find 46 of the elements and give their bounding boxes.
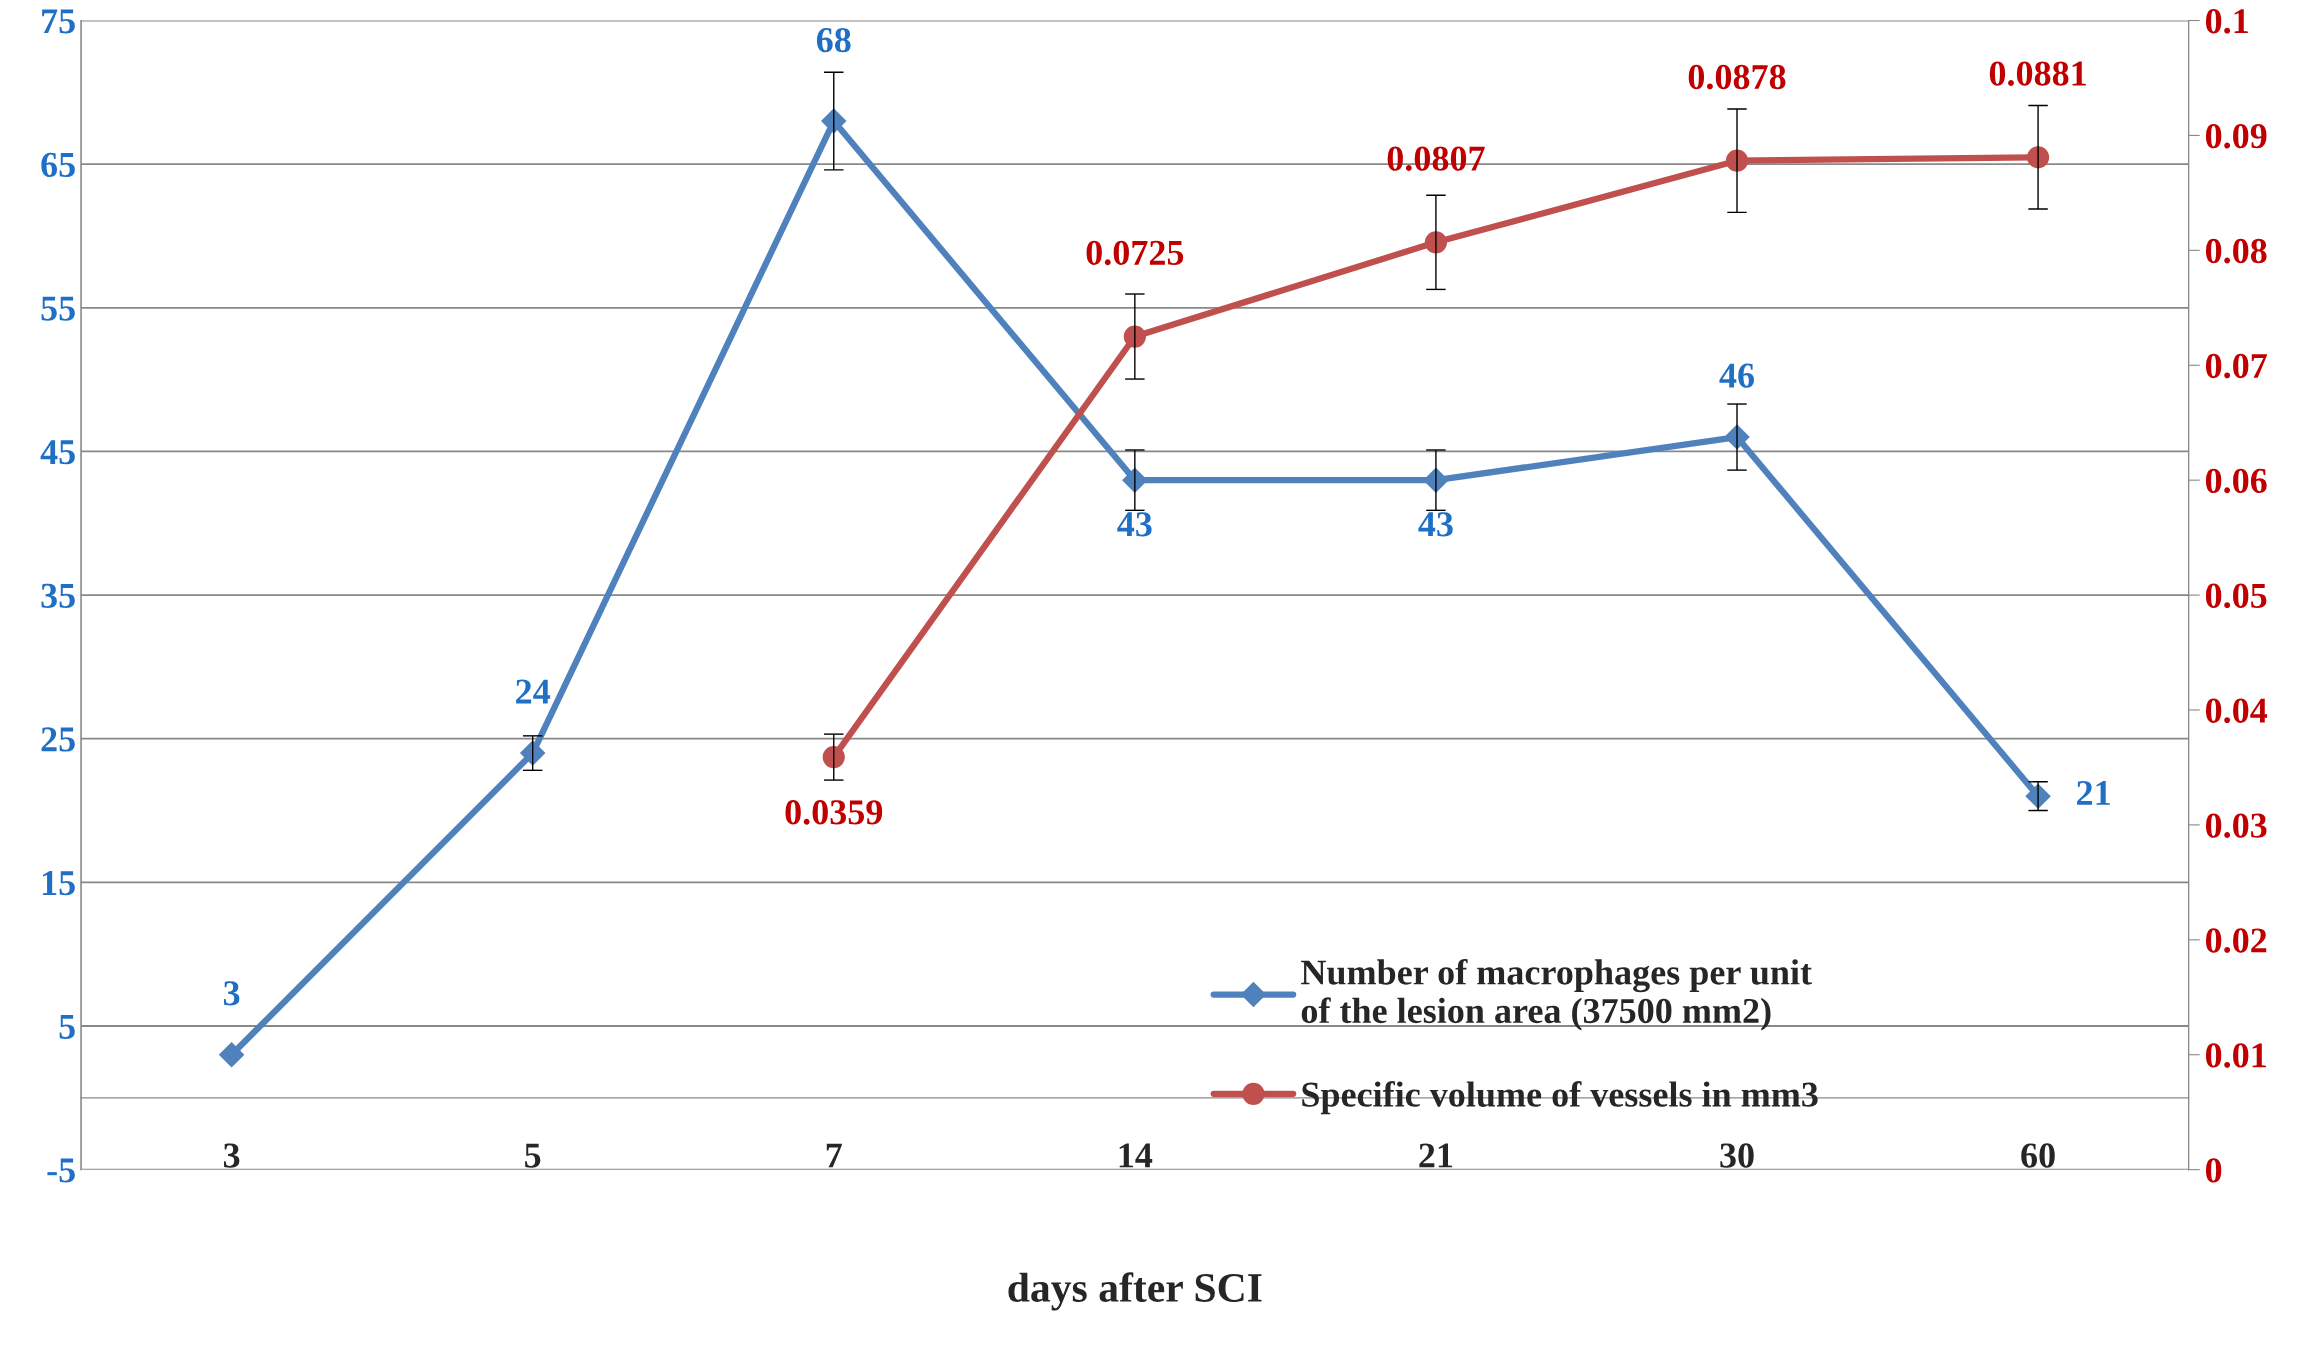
y2-tick-label: 0.06 <box>2205 468 2267 494</box>
y-tick-label: 45 <box>40 440 75 465</box>
y-tick-label: 55 <box>41 296 75 321</box>
legend-label: Number of macrophages per unit of the lesion area (37500 mm2) <box>1301 958 1812 1031</box>
x-tick-label: 21 <box>1419 1143 1453 1168</box>
point <box>820 108 847 134</box>
x-tick-label: 3 <box>223 1143 240 1168</box>
y2-tick-label: 0.03 <box>2205 813 2267 838</box>
data-label: 0.0807 <box>1387 146 1485 171</box>
data-label: 0.0725 <box>1086 240 1184 266</box>
y-tick-label: 35 <box>41 583 75 608</box>
y-tick-label: 75 <box>42 9 75 34</box>
data-label: 0.0881 <box>1989 61 2086 86</box>
data-label: 43 <box>1418 512 1453 537</box>
y-tick-label: -5 <box>47 1158 75 1183</box>
y2-tick-label: 0.09 <box>2205 123 2267 149</box>
x-tick-label: 14 <box>1119 1143 1153 1168</box>
y2-tick-label: 0.05 <box>2205 583 2267 609</box>
x-tick-label: 30 <box>1720 1143 1754 1168</box>
y2-tick-label: 0.07 <box>2205 353 2267 379</box>
data-label: 43 <box>1117 512 1152 537</box>
data-label: 46 <box>1719 363 1754 388</box>
point <box>519 740 546 766</box>
point <box>822 745 845 769</box>
y2-tick-label: 0.04 <box>2205 698 2268 724</box>
y2-tick-label: 0.1 <box>2205 9 2248 34</box>
x-tick-label: 5 <box>525 1143 541 1168</box>
y2-tick-label: 0.02 <box>2205 928 2267 953</box>
legend-label: Specific volume of vessels in mm3 <box>1302 1081 1818 1115</box>
data-label: 3 <box>223 981 240 1006</box>
data-label: 21 <box>2077 780 2110 805</box>
point <box>218 1041 245 1068</box>
data-label: 24 <box>516 679 551 704</box>
x-tick-label: 7 <box>826 1143 842 1168</box>
x-tick-label: 60 <box>2021 1143 2055 1168</box>
data-label: 0.0878 <box>1688 64 1786 90</box>
x-axis-title: days after SCI <box>1008 1272 1262 1311</box>
y-tick-label: 65 <box>41 152 75 178</box>
y-tick-label: 25 <box>41 727 75 752</box>
y2-tick-label: 0.08 <box>2205 238 2267 264</box>
y2-tick-label: 0 <box>2205 1158 2222 1183</box>
y-tick-label: 5 <box>59 1014 75 1039</box>
y-tick-label: 15 <box>42 871 75 896</box>
data-label: 68 <box>816 27 851 53</box>
y2-tick-label: 0.01 <box>2205 1043 2266 1068</box>
data-label: 0.0359 <box>785 800 883 825</box>
